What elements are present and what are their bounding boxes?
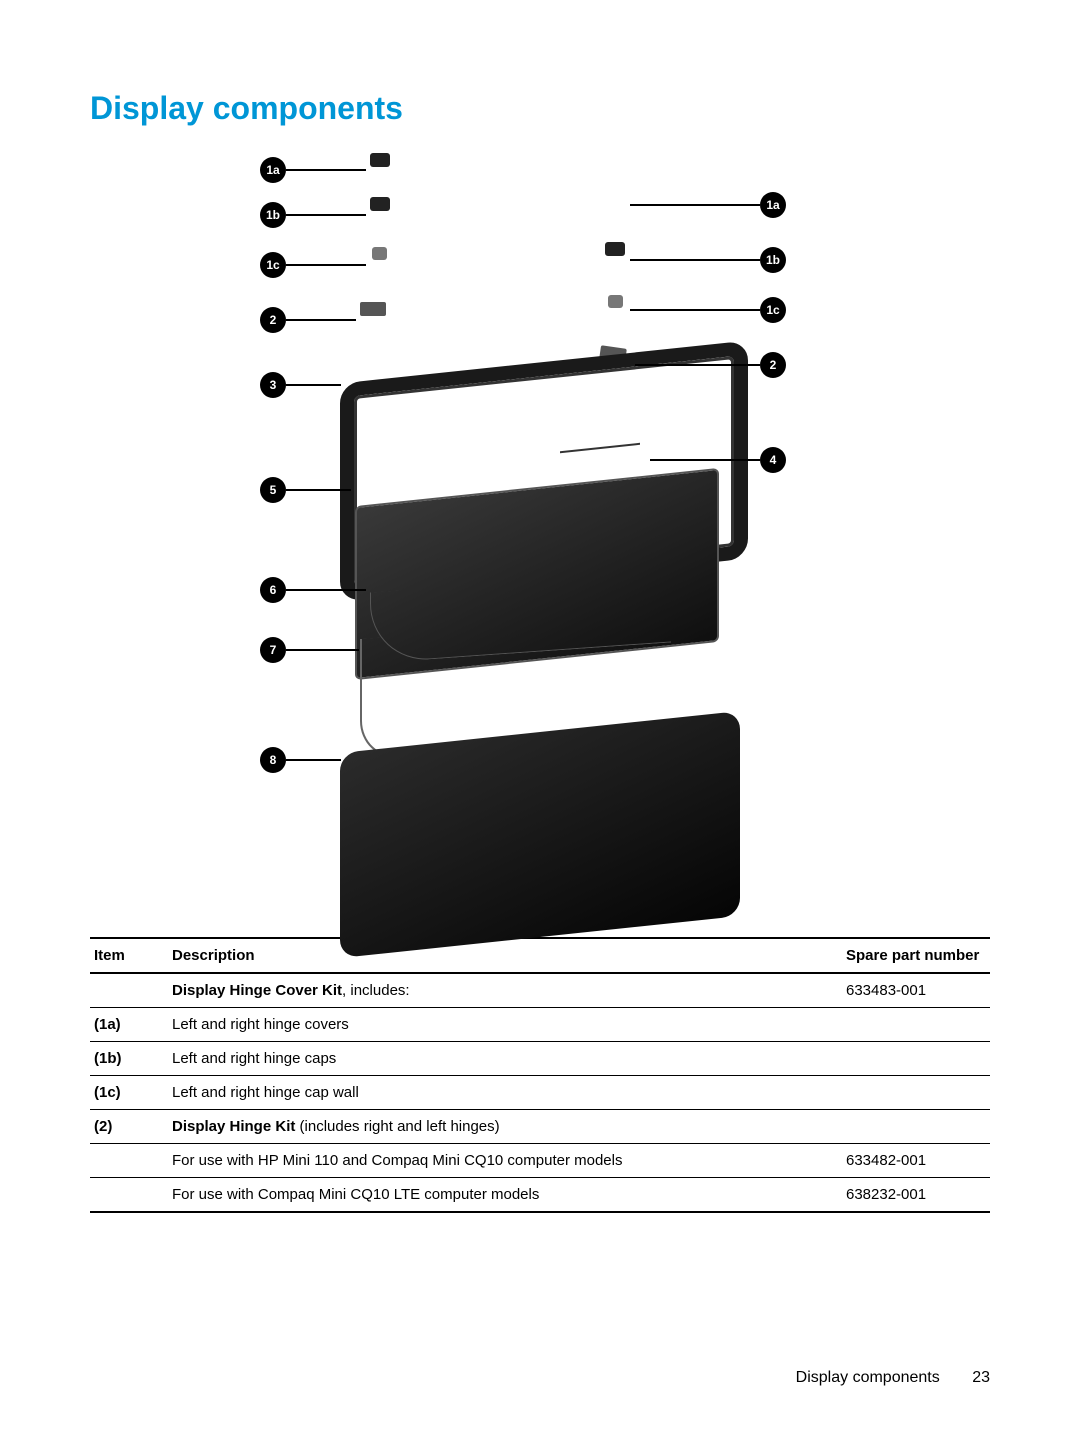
marker-1c-left: 1c <box>260 252 286 278</box>
cell-item <box>90 1178 168 1213</box>
marker-6-left: 6 <box>260 577 286 603</box>
marker-label: 1a <box>266 163 279 177</box>
marker-label: 7 <box>270 643 277 657</box>
cell-desc: For use with Compaq Mini CQ10 LTE comput… <box>168 1178 842 1213</box>
leader <box>286 649 359 651</box>
leader <box>630 204 760 206</box>
hinge-cap-wall-right <box>608 295 623 308</box>
cell-item: (1a) <box>90 1008 168 1042</box>
marker-8-left: 8 <box>260 747 286 773</box>
footer-section: Display components <box>796 1369 940 1386</box>
cell-item: (1c) <box>90 1076 168 1110</box>
marker-1b-right: 1b <box>760 247 786 273</box>
cell-part: 633483-001 <box>842 973 990 1008</box>
marker-label: 2 <box>770 358 777 372</box>
marker-label: 2 <box>270 313 277 327</box>
marker-5-left: 5 <box>260 477 286 503</box>
marker-label: 1b <box>266 208 280 222</box>
cell-part <box>842 1076 990 1110</box>
leader <box>630 309 760 311</box>
cell-part <box>842 1008 990 1042</box>
table-row: (2) Display Hinge Kit (includes right an… <box>90 1110 990 1144</box>
cell-desc: Left and right hinge covers <box>168 1008 842 1042</box>
page: Display components 1a 1b 1c 2 3 5 <box>0 0 1080 1437</box>
marker-1c-right: 1c <box>760 297 786 323</box>
marker-label: 6 <box>270 583 277 597</box>
marker-2-left: 2 <box>260 307 286 333</box>
leader <box>286 264 366 266</box>
cell-item <box>90 1144 168 1178</box>
cell-part <box>842 1042 990 1076</box>
marker-label: 3 <box>270 378 277 392</box>
cell-part: 633482-001 <box>842 1144 990 1178</box>
display-back-cover <box>340 711 740 958</box>
hinge-left <box>360 302 386 316</box>
table-row: Display Hinge Cover Kit, includes: 63348… <box>90 973 990 1008</box>
table-row: (1a) Left and right hinge covers <box>90 1008 990 1042</box>
parts-table: Item Description Spare part number Displ… <box>90 937 990 1213</box>
leader <box>286 169 366 171</box>
page-number: 23 <box>972 1369 990 1387</box>
leader <box>635 364 760 366</box>
table-row: (1b) Left and right hinge caps <box>90 1042 990 1076</box>
cell-item: (2) <box>90 1110 168 1144</box>
col-description: Description <box>168 938 842 973</box>
leader <box>286 319 356 321</box>
exploded-diagram: 1a 1b 1c 2 3 5 6 7 8 1a 1b 1c 2 4 <box>260 147 820 907</box>
hinge-cover-left <box>370 153 390 167</box>
marker-4-right: 4 <box>760 447 786 473</box>
marker-7-left: 7 <box>260 637 286 663</box>
col-item: Item <box>90 938 168 973</box>
marker-label: 1b <box>766 253 780 267</box>
hinge-cap-left <box>370 197 390 211</box>
cell-desc: Left and right hinge caps <box>168 1042 842 1076</box>
leader <box>650 459 760 461</box>
cell-desc: Display Hinge Cover Kit, includes: <box>168 973 842 1008</box>
marker-label: 1a <box>766 198 779 212</box>
cell-desc: Display Hinge Kit (includes right and le… <box>168 1110 842 1144</box>
marker-1a-right: 1a <box>760 192 786 218</box>
leader <box>630 259 760 261</box>
marker-label: 8 <box>270 753 277 767</box>
leader <box>286 489 351 491</box>
marker-label: 1c <box>766 303 779 317</box>
cell-desc: Left and right hinge cap wall <box>168 1076 842 1110</box>
hinge-cap-wall-left <box>372 247 387 260</box>
leader <box>286 214 366 216</box>
table-row: For use with HP Mini 110 and Compaq Mini… <box>90 1144 990 1178</box>
marker-label: 5 <box>270 483 277 497</box>
leader <box>286 759 341 761</box>
marker-3-left: 3 <box>260 372 286 398</box>
page-heading: Display components <box>90 90 990 127</box>
marker-1b-left: 1b <box>260 202 286 228</box>
table-row: For use with Compaq Mini CQ10 LTE comput… <box>90 1178 990 1213</box>
cell-desc: For use with HP Mini 110 and Compaq Mini… <box>168 1144 842 1178</box>
col-part-number: Spare part number <box>842 938 990 973</box>
marker-label: 1c <box>266 258 279 272</box>
hinge-cap-right <box>605 242 625 256</box>
marker-2-right: 2 <box>760 352 786 378</box>
cell-item <box>90 973 168 1008</box>
cell-item: (1b) <box>90 1042 168 1076</box>
page-footer: Display components 23 <box>796 1369 990 1387</box>
leader <box>286 589 366 591</box>
table-row: (1c) Left and right hinge cap wall <box>90 1076 990 1110</box>
cell-part: 638232-001 <box>842 1178 990 1213</box>
cell-part <box>842 1110 990 1144</box>
marker-1a-left: 1a <box>260 157 286 183</box>
leader <box>286 384 341 386</box>
marker-label: 4 <box>770 453 777 467</box>
